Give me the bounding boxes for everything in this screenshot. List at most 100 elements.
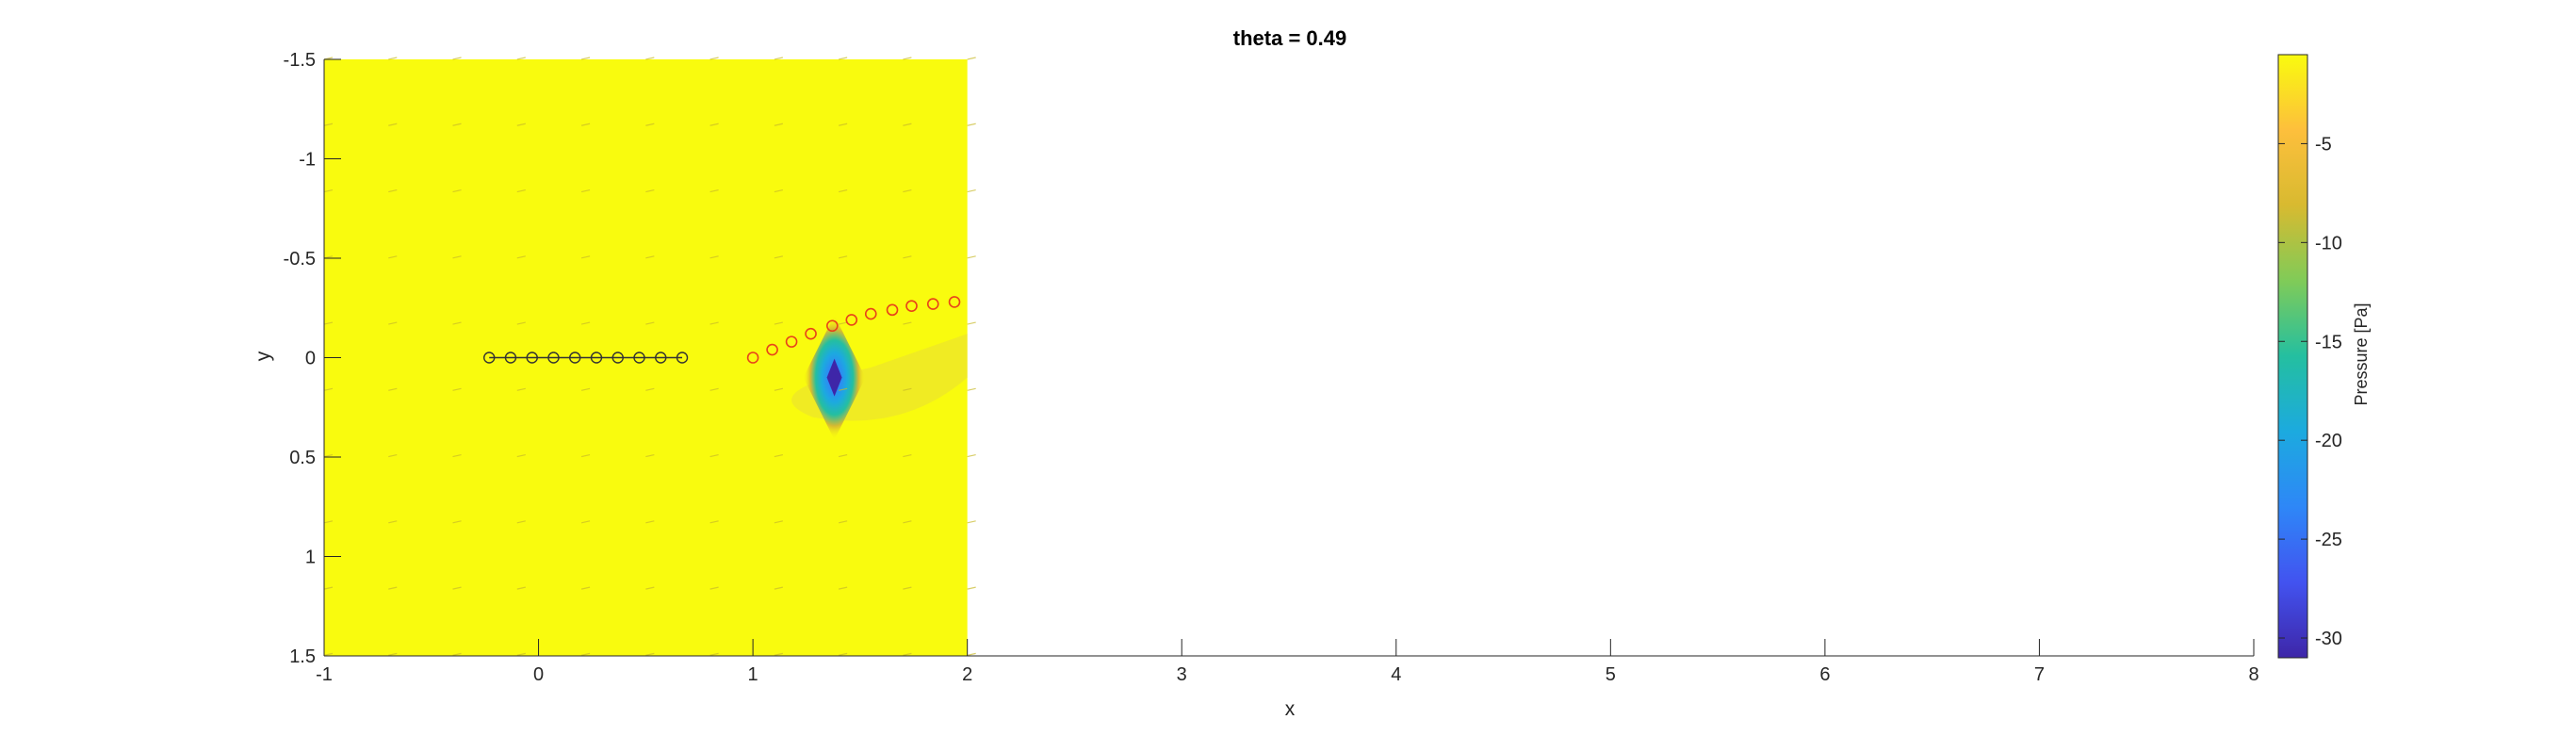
quiver-arrow (452, 453, 462, 458)
x-tick-label: 7 (2034, 664, 2045, 685)
quiver-arrow (452, 321, 462, 325)
wake-point (948, 296, 961, 308)
wake-point (864, 307, 877, 320)
wake-point (886, 303, 899, 317)
quiver-arrow (967, 321, 976, 325)
y-tick-label: 1.5 (289, 646, 316, 667)
wake-point (845, 314, 858, 326)
wake-point (926, 298, 939, 310)
quiver-arrow (323, 586, 334, 590)
quiver-arrow (903, 123, 912, 126)
x-tick-label: 1 (748, 664, 758, 685)
quiver-arrow (645, 188, 655, 193)
quiver-arrow (388, 255, 398, 259)
x-axis-label: x (1285, 698, 1296, 720)
x-tick-label: 4 (1391, 664, 1401, 685)
quiver-arrow (516, 453, 526, 458)
quiver-arrow (774, 321, 783, 325)
wake-points (746, 296, 961, 364)
colorbar-bar (2277, 54, 2308, 659)
quiver-arrow (580, 387, 591, 391)
colorbar-tick-label: -25 (2315, 530, 2342, 550)
quiver-arrow (645, 652, 655, 656)
quiver-arrow (388, 321, 398, 325)
y-tick-label: -1 (299, 150, 316, 171)
quiver-arrow (709, 586, 719, 590)
body-point (633, 352, 645, 364)
quiver-arrow (903, 188, 912, 193)
quiver-arrow (774, 123, 783, 126)
colorbar: -5 -10 -15 -20 -25 -30 (2277, 54, 2342, 659)
colorbar-tick-label: -20 (2315, 431, 2342, 451)
wake-point (785, 335, 798, 348)
pressure-low-core (826, 358, 842, 397)
quiver-arrow (388, 453, 398, 458)
quiver-arrow (774, 255, 783, 259)
quiver-arrow (903, 586, 912, 590)
quiver-arrow (645, 255, 655, 259)
quiver-arrow (580, 520, 591, 524)
quiver-arrow (903, 387, 912, 391)
quiver-arrow (388, 520, 398, 524)
quiver-arrow (323, 188, 334, 193)
quiver-arrow (323, 652, 334, 656)
quiver-arrow (967, 188, 976, 193)
quiver-arrow (839, 453, 848, 458)
wake-point (805, 327, 817, 340)
quiver-arrow (580, 188, 591, 193)
quiver-arrow (967, 123, 976, 126)
quiver-arrow (516, 123, 526, 126)
quiver-arrow (774, 188, 783, 193)
quiver-arrow (580, 586, 591, 590)
quiver-arrow (967, 652, 976, 656)
quiver-arrow (452, 520, 462, 524)
quiver-arrow (580, 652, 591, 656)
body-point (655, 352, 667, 364)
body-point (526, 352, 538, 364)
quiver-arrow (516, 520, 526, 524)
quiver-arrow (839, 123, 848, 126)
x-tick-label: 8 (2248, 664, 2258, 685)
quiver-arrow (323, 321, 334, 325)
quiver-arrow (388, 123, 398, 126)
x-tick-label: 5 (1606, 664, 1616, 685)
quiver-arrow (388, 586, 398, 590)
chart-title: theta = 0.49 (1233, 26, 1346, 50)
quiver-arrow (967, 453, 976, 458)
body-point (504, 352, 517, 364)
quiver-arrow (839, 520, 848, 524)
quiver-arrow (709, 321, 719, 325)
y-tick-label: -0.5 (284, 249, 316, 270)
x-tick-label: 2 (962, 664, 972, 685)
y-ticks: -1.5 -1 -0.5 0 0.5 1 1.5 (284, 50, 341, 667)
wake-point (826, 319, 839, 333)
quiver-arrow (774, 586, 783, 590)
body-points (483, 352, 689, 364)
quiver-arrow (580, 255, 591, 259)
y-tick-label: 1 (305, 548, 316, 568)
wake-point (766, 343, 778, 356)
quiver-arrow (709, 255, 719, 259)
quiver-arrow (452, 123, 462, 126)
quiver-arrow (709, 57, 719, 60)
y-axis-label: y (253, 351, 274, 361)
y-tick-label: -1.5 (284, 50, 316, 71)
quiver-arrow (903, 321, 912, 325)
quiver-arrow (645, 321, 655, 325)
body-point (483, 352, 496, 364)
quiver-arrow (388, 57, 398, 60)
quiver-arrow (323, 255, 334, 259)
y-tick-label: 0.5 (289, 448, 316, 468)
quiver-arrow (903, 57, 912, 60)
quiver-arrow (839, 652, 848, 656)
colorbar-label: Pressure [Pa] (2352, 303, 2371, 405)
quiver-arrow (323, 520, 334, 524)
quiver-arrow (967, 255, 976, 259)
quiver-arrow (967, 586, 976, 590)
quiver-arrow (839, 387, 848, 391)
x-tick-label: 3 (1177, 664, 1187, 685)
x-tick-label: 0 (533, 664, 544, 685)
quiver-arrow (967, 520, 976, 524)
quiver-arrow (709, 123, 719, 126)
